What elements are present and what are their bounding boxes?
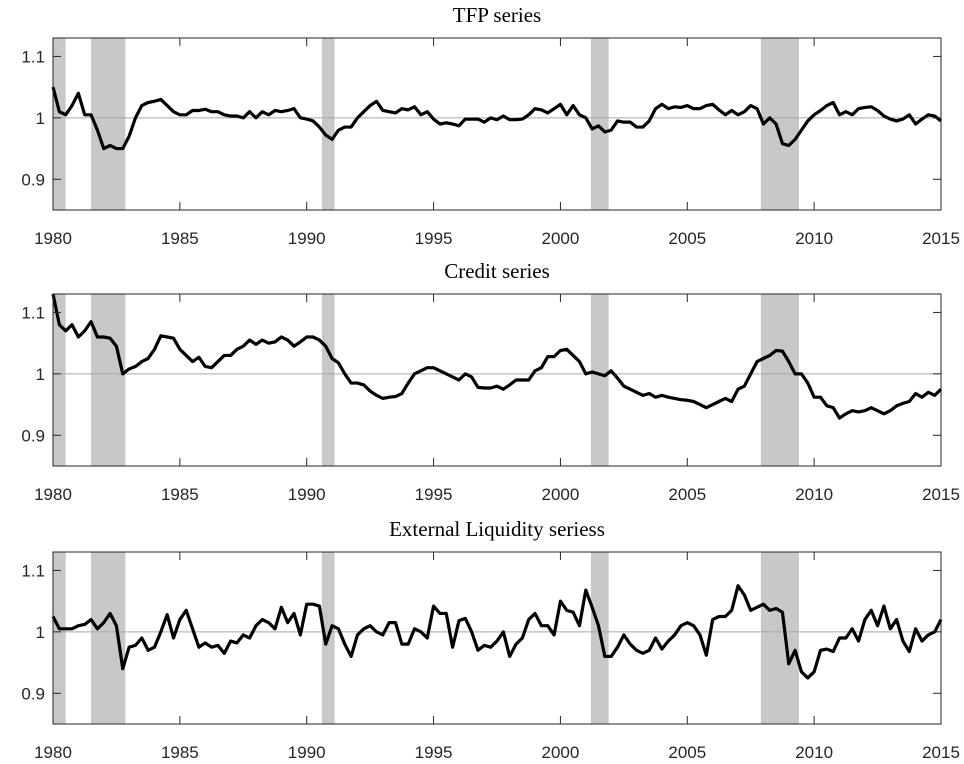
x-tick-label: 2015 xyxy=(922,229,960,248)
data-line xyxy=(51,86,942,151)
x-tick-label: 1985 xyxy=(161,743,199,762)
x-tick-label: 1980 xyxy=(34,229,72,248)
x-tick-label: 1995 xyxy=(415,485,453,504)
recession-band xyxy=(53,552,66,724)
y-tick-label: 1.1 xyxy=(21,303,45,322)
x-tick-label: 2000 xyxy=(542,743,580,762)
panel-title: Credit series xyxy=(444,259,550,283)
recession-band xyxy=(760,294,799,466)
recession-band xyxy=(53,38,66,210)
axes-box xyxy=(52,293,942,467)
x-tick-label: 1990 xyxy=(288,485,326,504)
x-tick-label: 2000 xyxy=(542,229,580,248)
y-tick-label: 1.1 xyxy=(21,47,45,66)
x-tick-label: 2005 xyxy=(668,485,706,504)
recession-band xyxy=(53,294,66,466)
x-tick-label: 1995 xyxy=(415,743,453,762)
recession-band xyxy=(91,552,126,724)
x-tick-label: 1985 xyxy=(161,229,199,248)
x-tick-label: 2015 xyxy=(922,743,960,762)
y-tick-label: 1 xyxy=(36,109,45,128)
recession-band xyxy=(91,294,126,466)
y-tick-label: 1 xyxy=(36,623,45,642)
x-tick-label: 2005 xyxy=(668,743,706,762)
x-tick-label: 1980 xyxy=(34,485,72,504)
recession-band xyxy=(321,294,335,466)
x-tick-label: 1980 xyxy=(34,743,72,762)
y-tick-label: 0.9 xyxy=(21,170,45,189)
x-tick-label: 2010 xyxy=(795,485,833,504)
data-line xyxy=(51,584,943,680)
data-line xyxy=(51,293,943,420)
panel: Credit series 0.9 1 1.1 1980 1985 1990 1995 2000… xyxy=(21,259,960,504)
x-tick-label: 1990 xyxy=(288,229,326,248)
x-tick-label: 2010 xyxy=(795,229,833,248)
recession-band xyxy=(590,38,609,210)
x-tick-label: 1995 xyxy=(415,229,453,248)
recession-band xyxy=(760,38,799,210)
x-tick-label: 2005 xyxy=(668,229,706,248)
x-tick-label: 2010 xyxy=(795,743,833,762)
y-tick-label: 1.1 xyxy=(21,561,45,580)
panel: TFP series 0.9 1 1.1 1980 1985 1990 1995 2000 200… xyxy=(21,3,960,248)
panel: External Liquidity seriess 0.9 1 1.1 1980 198… xyxy=(21,517,960,762)
x-tick-label: 1990 xyxy=(288,743,326,762)
x-tick-label: 2015 xyxy=(922,485,960,504)
y-tick-label: 0.9 xyxy=(21,684,45,703)
x-tick-label: 1985 xyxy=(161,485,199,504)
x-tick-label: 2000 xyxy=(542,485,580,504)
axes-box xyxy=(52,37,942,211)
y-tick-label: 1 xyxy=(36,365,45,384)
recession-band xyxy=(91,38,126,210)
panel-title: External Liquidity seriess xyxy=(389,517,605,541)
y-tick-label: 0.9 xyxy=(21,426,45,445)
recession-band xyxy=(590,294,609,466)
recession-band xyxy=(321,38,335,210)
recession-band xyxy=(760,552,799,724)
panel-title: TFP series xyxy=(453,3,541,27)
axes-box xyxy=(52,551,942,725)
